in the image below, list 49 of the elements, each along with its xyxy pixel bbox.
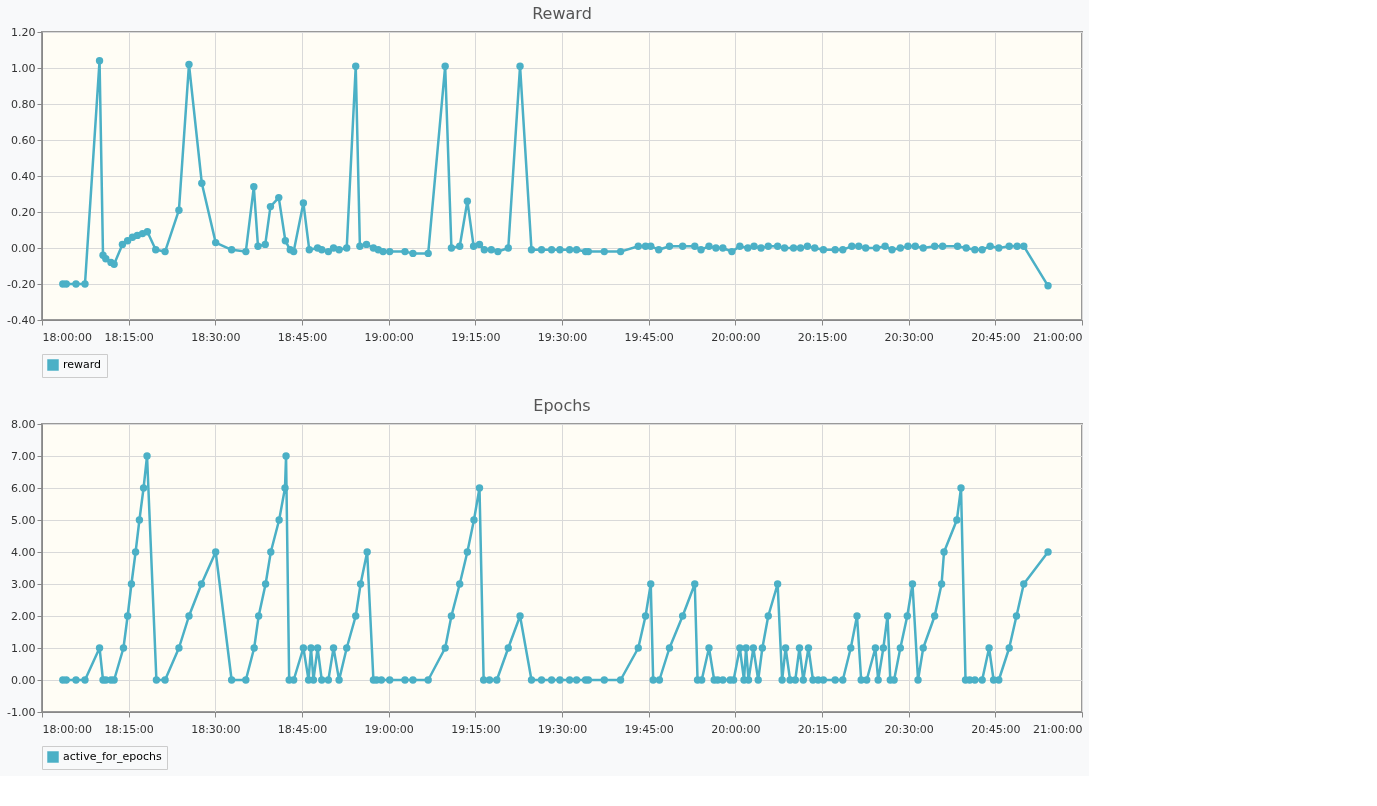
x-tick-label: 18:15:00 bbox=[104, 722, 154, 736]
y-tick-label: -0.40 bbox=[7, 313, 36, 327]
x-tick-label: 19:00:00 bbox=[364, 722, 414, 736]
x-tick-label: 18:15:00 bbox=[104, 330, 154, 344]
x-tick-label: 19:15:00 bbox=[451, 722, 501, 736]
x-tick-label: 19:15:00 bbox=[451, 330, 501, 344]
y-tick-label: 8.00 bbox=[11, 417, 36, 431]
y-tick-label: 0.40 bbox=[11, 169, 36, 183]
x-tick-label: 20:15:00 bbox=[797, 722, 848, 736]
x-tick-label: 21:00:00 bbox=[1033, 722, 1083, 736]
y-tick-label: 1.20 bbox=[11, 25, 36, 39]
y-tick-label: 1.00 bbox=[11, 61, 36, 75]
y-tick-label: 0.80 bbox=[11, 97, 36, 111]
x-tick-label: 20:30:00 bbox=[884, 722, 934, 736]
x-tick-label: 19:30:00 bbox=[537, 330, 588, 344]
x-tick-label: 19:00:00 bbox=[364, 330, 414, 344]
x-tick-label: 18:30:00 bbox=[191, 722, 241, 736]
y-tick-label: -1.00 bbox=[7, 705, 36, 719]
x-tick-label: 20:15:00 bbox=[797, 330, 848, 344]
x-tick-label: 18:45:00 bbox=[277, 722, 328, 736]
y-tick-label: 7.00 bbox=[11, 449, 36, 463]
x-tick-label: 18:00:00 bbox=[42, 330, 92, 344]
x-tick-label: 19:45:00 bbox=[624, 722, 674, 736]
x-tick-label: 18:00:00 bbox=[42, 722, 92, 736]
y-tick-label: 0.60 bbox=[11, 133, 36, 147]
x-tick-label: 20:00:00 bbox=[711, 722, 761, 736]
x-tick-label: 20:45:00 bbox=[971, 722, 1021, 736]
y-tick-label: 2.00 bbox=[11, 609, 36, 623]
chart-title: Epochs bbox=[533, 396, 591, 415]
y-tick-label: 1.00 bbox=[11, 641, 36, 655]
x-tick-label: 18:45:00 bbox=[277, 330, 328, 344]
chart-title: Reward bbox=[532, 4, 592, 23]
y-tick-label: 0.00 bbox=[11, 673, 36, 687]
y-tick-label: 4.00 bbox=[11, 545, 36, 559]
y-tick-label: 6.00 bbox=[11, 481, 36, 495]
x-tick-label: 20:45:00 bbox=[971, 330, 1021, 344]
legend-label: reward bbox=[63, 358, 102, 371]
x-tick-label: 18:30:00 bbox=[191, 330, 241, 344]
x-tick-label: 19:45:00 bbox=[624, 330, 674, 344]
x-tick-label: 20:00:00 bbox=[711, 330, 761, 344]
x-tick-label: 19:30:00 bbox=[537, 722, 588, 736]
x-tick-label: 21:00:00 bbox=[1033, 330, 1083, 344]
y-tick-label: 0.20 bbox=[11, 205, 36, 219]
legend-label: active_for_epochs bbox=[63, 750, 163, 763]
y-tick-label: -0.20 bbox=[7, 277, 36, 291]
y-tick-label: 3.00 bbox=[11, 577, 36, 591]
y-tick-label: 5.00 bbox=[11, 513, 36, 527]
y-tick-label: 0.00 bbox=[11, 241, 36, 255]
x-tick-label: 20:30:00 bbox=[884, 330, 934, 344]
